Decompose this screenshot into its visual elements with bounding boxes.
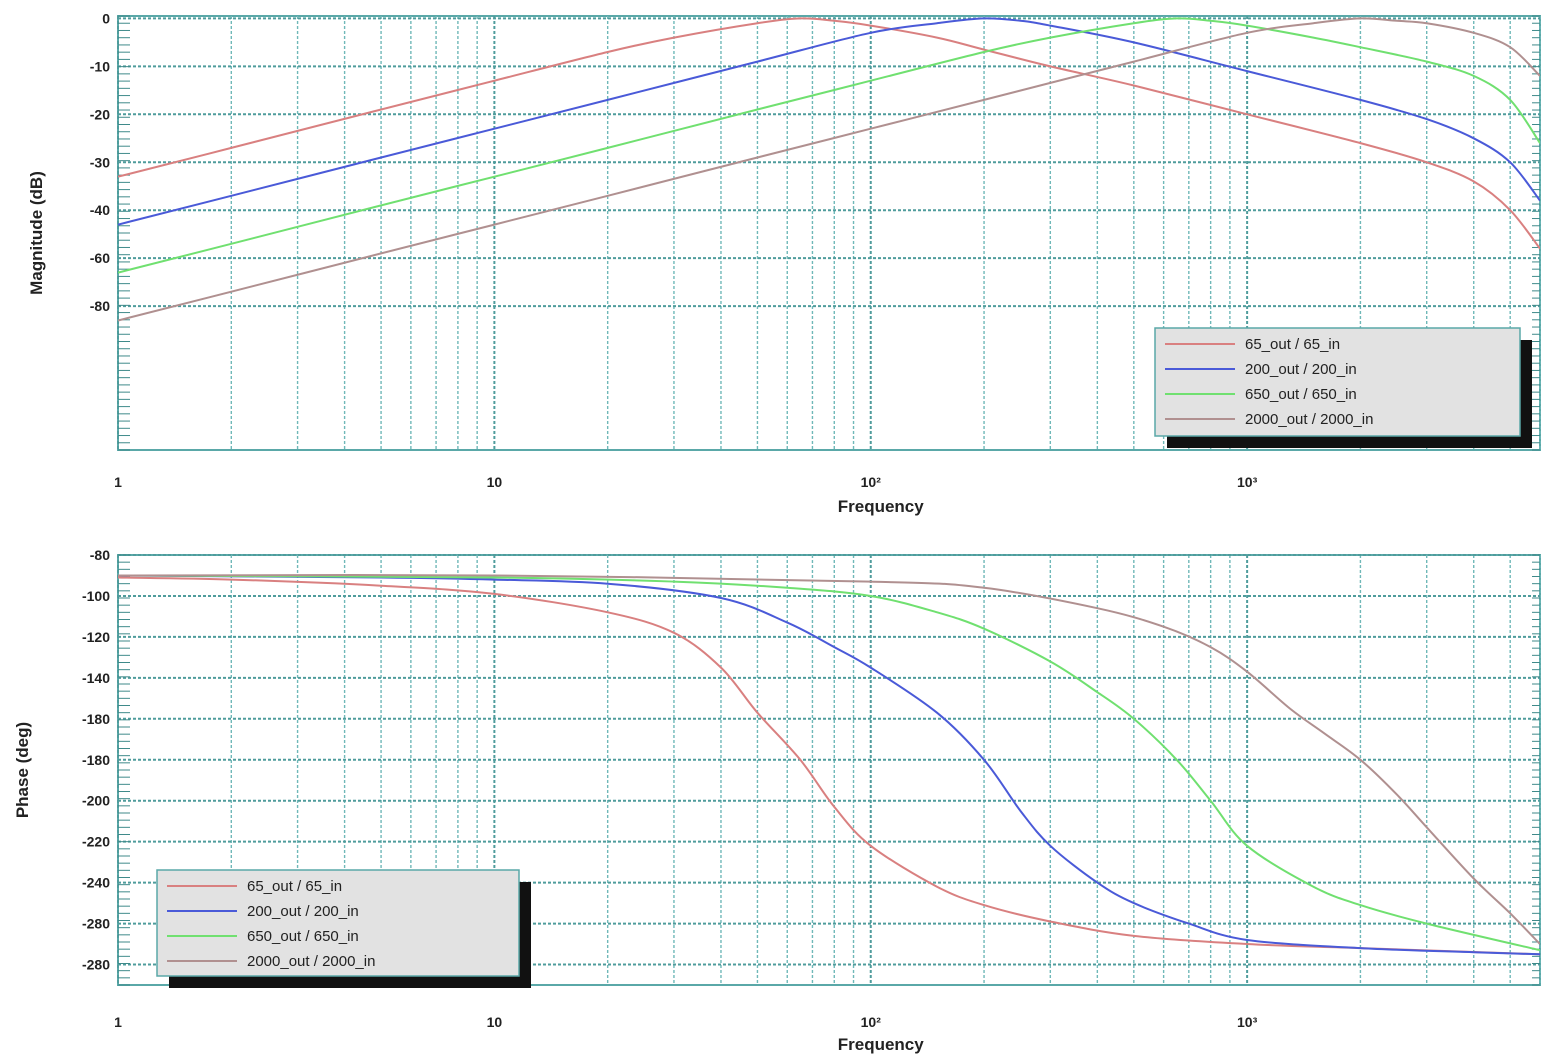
- legend-label: 650_out / 650_in: [1245, 386, 1357, 403]
- y-tick-label: 0: [102, 10, 110, 26]
- x-tick-label: 10²: [861, 474, 882, 490]
- y-tick-label: -280: [82, 916, 110, 932]
- y-tick-label: -80: [90, 547, 110, 563]
- y-tick-label: -80: [90, 298, 110, 314]
- legend-label: 200_out / 200_in: [1245, 361, 1357, 378]
- series-line: [118, 574, 1540, 945]
- x-tick-label: 1: [114, 474, 122, 490]
- x-axis-title: Frequency: [838, 1035, 925, 1054]
- legend: 65_out / 65_in 200_out / 200_in 650_out / …: [1154, 327, 1532, 448]
- x-axis-title: Frequency: [838, 497, 925, 516]
- y-tick-label: -100: [82, 588, 110, 604]
- series-line: [118, 17, 1540, 322]
- legend-label: 65_out / 65_in: [1245, 336, 1340, 353]
- series-line: [118, 576, 1540, 956]
- x-tick-label: 10: [487, 1014, 503, 1030]
- legend-label: 650_out / 650_in: [247, 928, 359, 945]
- y-tick-label: -200: [82, 793, 110, 809]
- x-tick-label: 10: [487, 474, 503, 490]
- y-tick-label: -180: [82, 711, 110, 727]
- legend-box: [156, 869, 520, 977]
- y-tick-label: -60: [90, 250, 110, 266]
- series-line: [118, 17, 1540, 274]
- y-tick-label: -30: [90, 154, 110, 170]
- series-line: [118, 17, 1540, 250]
- y-tick-label: -220: [82, 834, 110, 850]
- series-line: [118, 574, 1540, 952]
- y-axis-title: Phase (deg): [13, 722, 32, 818]
- y-axis-title: Magnitude (dB): [27, 171, 46, 295]
- phase-panel: -80 -100 -120 -140 -180 -180 -200 -220 -240 -280 -…: [13, 547, 1541, 1054]
- legend: 65_out / 65_in 200_out / 200_in 650_out / …: [156, 869, 531, 988]
- y-tick-label: -280: [82, 957, 110, 973]
- x-tick-label: 10³: [1237, 1014, 1258, 1030]
- y-tick-label: -240: [82, 875, 110, 891]
- series-line: [118, 574, 1540, 956]
- x-tick-label: 10²: [861, 1014, 882, 1030]
- legend-label: 2000_out / 2000_in: [1245, 411, 1373, 428]
- legend-label: 65_out / 65_in: [247, 878, 342, 895]
- y-tick-label: -120: [82, 629, 110, 645]
- legend-label: 2000_out / 2000_in: [247, 953, 375, 970]
- y-tick-label: -140: [82, 670, 110, 686]
- magnitude-panel: 0 -10 -20 -30 -40 -60 -80 1 10 10² 10³ Frequency Mag…: [27, 10, 1541, 516]
- y-tick-label: -40: [90, 202, 110, 218]
- y-tick-label: -20: [90, 106, 110, 122]
- series-line: [118, 17, 1540, 226]
- x-tick-label: 10³: [1237, 474, 1258, 490]
- y-tick-label: -180: [82, 752, 110, 768]
- legend-label: 200_out / 200_in: [247, 903, 359, 920]
- x-tick-label: 1: [114, 1014, 122, 1030]
- y-tick-label: -10: [90, 58, 110, 74]
